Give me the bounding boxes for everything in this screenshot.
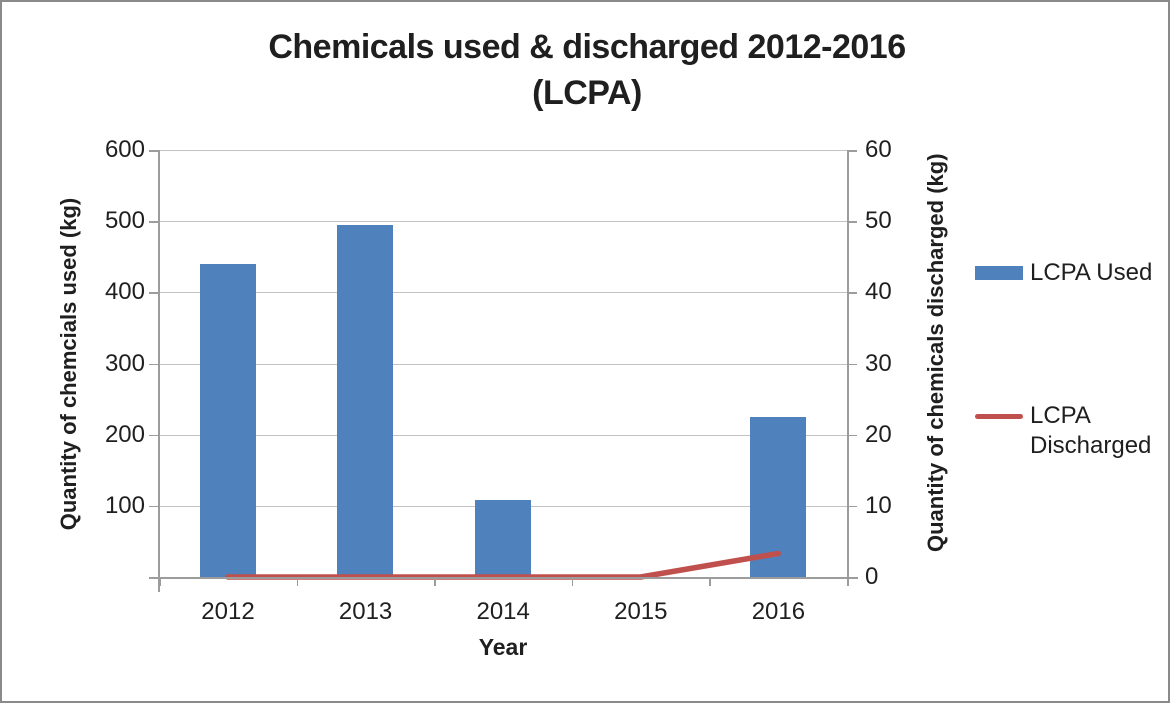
y-axis-tick-label-left: 200	[104, 420, 145, 448]
chart-title: Chemicals used & discharged 2012-2016 (L…	[2, 24, 1168, 116]
gridline	[159, 434, 847, 436]
lcpa-discharged-swatch-icon	[975, 414, 1023, 419]
x-axis-tick-label: 2016	[751, 598, 806, 625]
gridline	[159, 150, 847, 151]
lcpa-used-swatch-icon	[975, 266, 1023, 280]
y-axis-tick-label-right: 60	[865, 136, 892, 163]
x-axis-tick-mark	[571, 577, 574, 586]
y-axis-tick-label-right: 50	[865, 207, 892, 235]
y-axis-tick-label-left: 100	[104, 491, 145, 519]
legend-label-lcpa-used: LCPA Used	[1030, 259, 1153, 286]
chart-title-line2: (LCPA)	[532, 74, 642, 112]
bar-2016	[750, 416, 807, 577]
y-axis-tick-mark-right	[847, 363, 857, 365]
y-axis-tick-mark-right	[847, 150, 857, 152]
x-axis-tick-mark	[709, 577, 711, 586]
y-axis-tick-mark-left	[149, 363, 159, 365]
x-axis-tick-mark	[434, 577, 436, 586]
y-axis-tick-mark-left	[149, 505, 159, 508]
x-axis-tick-label: 2012	[201, 598, 255, 625]
lcpa-discharged-line	[225, 550, 781, 580]
x-axis-tick-label: 2015	[614, 598, 668, 625]
axis-line	[158, 150, 160, 592]
y-axis-tick-mark-right	[847, 221, 857, 223]
y-axis-tick-mark-left	[149, 150, 159, 152]
x-axis-tick-mark	[159, 577, 161, 586]
bar-2014	[475, 500, 531, 577]
x-axis-tick-label: 2013	[338, 598, 393, 625]
legend-item-lcpa-discharged: LCPA Discharged	[975, 401, 1160, 461]
y-axis-tick-label-right: 10	[865, 491, 892, 519]
left-axis-title: Quantity of chemcials used (kg)	[56, 197, 81, 531]
x-axis-tick-label: 2014	[476, 598, 530, 625]
legend: LCPA Used LCPA Discharged	[975, 258, 1160, 461]
y-axis-tick-label-left: 600	[104, 136, 145, 163]
y-axis-tick-label-right: 30	[865, 349, 892, 377]
legend-label-lcpa-discharged: LCPA Discharged	[1030, 402, 1152, 459]
chart-title-line1: Chemicals used & discharged 2012-2016	[268, 28, 906, 66]
y-axis-tick-mark-left	[149, 292, 159, 294]
right-axis-title: Quantity of chemicals discharged (kg)	[923, 153, 948, 552]
x-axis-title: Year	[478, 634, 528, 660]
bar-2013	[337, 224, 394, 577]
gridline	[159, 221, 847, 223]
bar-2012	[199, 263, 256, 577]
x-axis-tick-mark	[296, 577, 299, 586]
y-axis-tick-mark-right	[847, 505, 857, 508]
axis-line	[149, 577, 858, 579]
y-axis-tick-mark-left	[149, 434, 159, 437]
y-axis-tick-mark-left	[149, 221, 159, 223]
y-axis-tick-mark-right	[847, 292, 857, 294]
y-axis-tick-label-right: 0	[865, 563, 879, 590]
gridline	[159, 292, 847, 294]
y-axis-tick-label-left: 300	[104, 349, 145, 377]
y-axis-tick-label-left: 400	[104, 278, 145, 306]
y-axis-tick-label-left: 500	[104, 207, 145, 235]
discharged-line-layer	[225, 550, 781, 580]
axis-line	[847, 150, 849, 586]
plot-area	[159, 150, 847, 577]
y-axis-tick-mark-right	[847, 434, 857, 437]
y-axis-tick-label-right: 40	[865, 278, 892, 306]
gridline	[159, 363, 847, 365]
y-axis-tick-label-right: 20	[865, 420, 892, 448]
legend-item-lcpa-used: LCPA Used	[975, 258, 1160, 288]
